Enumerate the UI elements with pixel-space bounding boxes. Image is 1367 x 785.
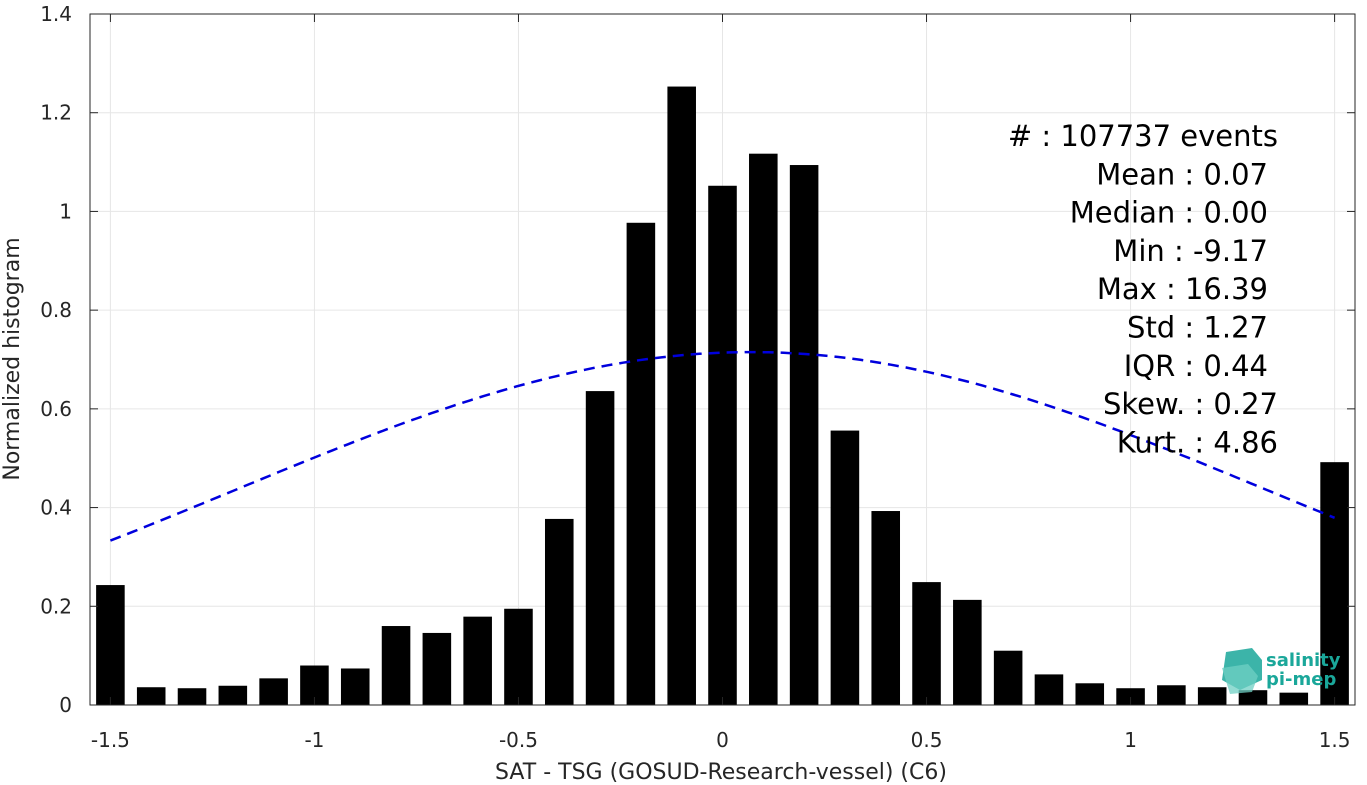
histogram-bars — [96, 86, 1349, 706]
stat-line-6: IQR : 0.44 — [1124, 349, 1268, 383]
y-tick-label-6: 1.2 — [40, 101, 72, 125]
histogram-bar-3 — [218, 685, 248, 705]
histogram-bar-30 — [1320, 462, 1349, 705]
x-tick-label-3: 0 — [716, 728, 729, 752]
histogram-bar-21 — [953, 599, 982, 705]
histogram-bar-19 — [871, 511, 901, 705]
y-tick-label-7: 1.4 — [40, 2, 72, 26]
gaussian-fit-curve — [109, 350, 1336, 542]
stat-line-5: Std : 1.27 — [1127, 311, 1268, 345]
histogram-bar-15 — [708, 185, 737, 705]
histogram-bar-6 — [340, 668, 370, 705]
histogram-bar-2 — [177, 688, 207, 705]
histogram-bar-13 — [626, 222, 656, 706]
histogram-bar-0 — [96, 585, 125, 705]
histogram-bar-20 — [912, 582, 941, 705]
histogram-bar-11 — [544, 518, 574, 705]
y-tick-label-3: 0.6 — [40, 397, 72, 421]
histogram-bar-24 — [1075, 683, 1105, 705]
salinity-pimep-logo: salinity pi-mep — [1222, 648, 1341, 694]
x-tick-label-1: -1 — [304, 728, 324, 752]
x-tick-label-4: 0.5 — [911, 728, 943, 752]
histogram-bar-25 — [1116, 688, 1145, 705]
histogram-bar-9 — [463, 616, 492, 705]
histogram-bar-22 — [993, 650, 1023, 705]
stat-line-2: Median : 0.00 — [1070, 196, 1268, 230]
histogram-bar-4 — [259, 678, 288, 705]
stat-line-1: Mean : 0.07 — [1096, 157, 1268, 191]
histogram-bar-8 — [422, 632, 452, 705]
x-tick-label-0: -1.5 — [91, 728, 130, 752]
x-axis-label: SAT - TSG (GOSUD-Research-vessel) (C6) — [495, 760, 947, 785]
histogram-bar-29 — [1279, 692, 1309, 705]
histogram-bar-18 — [830, 430, 860, 705]
histogram-bar-23 — [1034, 674, 1064, 705]
y-tick-label-1: 0.2 — [40, 594, 72, 618]
histogram-bar-7 — [381, 626, 411, 705]
stat-line-3: Min : -9.17 — [1113, 234, 1268, 268]
logo-text-line2: pi-mep — [1266, 669, 1336, 690]
histogram-bar-14 — [667, 86, 696, 706]
histogram-bar-10 — [504, 608, 533, 705]
logo-mark-icon — [1222, 648, 1262, 694]
stat-line-7: Skew. : 0.27 — [1103, 387, 1278, 421]
histogram-bar-28 — [1238, 690, 1268, 705]
y-tick-label-0: 0 — [59, 693, 72, 717]
histogram-bar-12 — [585, 391, 615, 705]
logo-text-line1: salinity — [1266, 650, 1341, 671]
stat-line-4: Max : 16.39 — [1097, 272, 1268, 306]
statistics-annotation: # : 107737 events Mean : 0.07 Median : 0.0… — [1008, 119, 1278, 459]
x-tick-label-5: 1 — [1124, 728, 1137, 752]
y-tick-label-4: 0.8 — [40, 298, 72, 322]
stat-line-8: Kurt. : 4.86 — [1117, 425, 1278, 459]
y-tick-label-5: 1 — [59, 199, 72, 223]
histogram-bar-26 — [1157, 685, 1186, 705]
y-tick-label-2: 0.4 — [40, 496, 72, 520]
axis-ticks: -1.5 -1 -0.5 0 0.5 1 1.5 0 0.2 0.4 0.6 0.8 1 1.2 1.4 — [40, 2, 1355, 752]
x-tick-label-6: 1.5 — [1319, 728, 1351, 752]
histogram-bar-17 — [789, 165, 819, 706]
y-axis-label: Normalized histogram — [0, 237, 25, 480]
histogram-bar-16 — [749, 153, 778, 705]
histogram-bar-27 — [1197, 687, 1227, 705]
stat-line-0: # : 107737 events — [1008, 119, 1278, 153]
histogram-bar-1 — [136, 687, 166, 705]
x-tick-label-2: -0.5 — [499, 728, 538, 752]
